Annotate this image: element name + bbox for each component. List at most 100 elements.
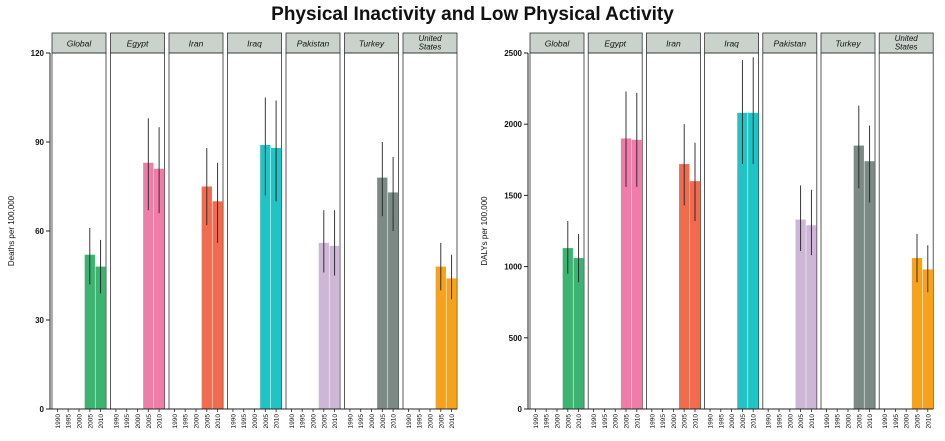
y-tick-label: 1500: [504, 191, 522, 200]
y-axis-label: Deaths per 100,000: [7, 195, 16, 266]
x-tick-label: 1990: [766, 414, 773, 429]
x-tick-label: 2010: [809, 414, 816, 429]
x-tick-label: 1990: [533, 414, 540, 429]
x-tick-label: 2000: [846, 414, 853, 429]
x-tick-label: 1990: [289, 414, 296, 429]
x-tick-label: 1995: [241, 414, 248, 429]
x-tick-label: 1990: [113, 414, 120, 429]
panel-strip-label: Pakistan: [773, 39, 806, 49]
x-tick-label: 2010: [751, 414, 758, 429]
x-tick-label: 2010: [576, 414, 583, 429]
bar: [260, 144, 271, 409]
x-tick-label: 2000: [77, 414, 84, 429]
bar: [864, 161, 875, 409]
chart-2: 0 500 1000 1500 2000 2500 DALYs per 100,000 Glo…: [480, 32, 934, 429]
bar: [689, 181, 701, 409]
bar: [748, 112, 759, 410]
bar: [562, 248, 573, 409]
bar: [795, 219, 806, 409]
panel-strip-label: Global: [545, 39, 571, 49]
x-tick-label: 1995: [544, 414, 551, 429]
bar: [212, 201, 223, 409]
panel-global: Global 1990 1995 2000 2005 2010: [529, 32, 585, 429]
x-tick-label: 1995: [124, 414, 131, 429]
y-axis-label: DALYs per 100,000: [480, 196, 489, 266]
bar: [270, 147, 282, 409]
panel-pakistan: Pakistan 1990 1995 2000 2005 2010: [285, 32, 341, 429]
panel-strip-label: United: [895, 34, 919, 43]
x-tick-label: 2000: [252, 414, 259, 429]
x-tick-label: 1990: [882, 414, 889, 429]
panel-strip-label: Pakistan: [297, 39, 330, 49]
bar: [679, 164, 690, 409]
panel-strip-label: Iran: [666, 39, 681, 49]
x-tick-label: 1990: [172, 414, 179, 429]
x-tick-label: 2000: [787, 414, 794, 429]
x-tick-label: 1995: [183, 414, 190, 429]
y-tick-label: 30: [35, 316, 44, 325]
x-tick-label: 1990: [708, 414, 715, 429]
panel-strip-label: Egypt: [604, 39, 626, 49]
bar: [737, 112, 748, 410]
panel-strip-label: Global: [67, 39, 93, 49]
bar: [95, 266, 106, 409]
x-tick-label: 2005: [380, 414, 387, 429]
x-tick-label: 1990: [591, 414, 598, 429]
bar: [387, 192, 399, 409]
panel-strip-label: Iraq: [247, 39, 262, 49]
x-tick-label: 1995: [893, 414, 900, 429]
x-tick-label: 2005: [204, 414, 211, 429]
x-tick-label: 2005: [146, 414, 153, 429]
x-tick-label: 1990: [406, 414, 413, 429]
y-tick-label: 0: [518, 405, 523, 414]
x-tick-label: 2005: [321, 414, 328, 429]
bar: [143, 162, 154, 409]
x-tick-label: 1995: [602, 414, 609, 429]
bar: [853, 145, 864, 409]
x-tick-label: 1990: [649, 414, 656, 429]
x-tick-label: 2010: [215, 414, 222, 429]
x-tick-label: 2005: [263, 414, 270, 429]
bar: [153, 168, 165, 409]
x-tick-label: 2005: [856, 414, 863, 429]
x-tick-label: 2000: [613, 414, 620, 429]
bar: [377, 177, 388, 409]
panel-strip-label: States: [419, 43, 442, 52]
x-tick-label: 1990: [824, 414, 831, 429]
y-tick-label: 500: [509, 334, 523, 343]
x-tick-label: 2000: [135, 414, 142, 429]
y-tick-label: 2000: [504, 120, 522, 129]
x-tick-label: 1995: [835, 414, 842, 429]
y-tick-label: 90: [35, 138, 44, 147]
x-tick-label: 2000: [555, 414, 562, 429]
x-tick-label: 2005: [87, 414, 94, 429]
panel-strip-label: Turkey: [359, 39, 385, 49]
x-tick-label: 2000: [369, 414, 376, 429]
x-tick-label: 2010: [634, 414, 641, 429]
x-tick-label: 1995: [417, 414, 424, 429]
x-tick-label: 2010: [925, 414, 932, 429]
x-tick-label: 2010: [449, 414, 456, 429]
panel-egypt: Egypt 1990 1995 2000 2005 2010: [587, 32, 643, 429]
panel-strip-label: Iran: [189, 39, 204, 49]
x-tick-label: 1995: [660, 414, 667, 429]
x-tick-label: 1995: [358, 414, 365, 429]
chart-1: 0 30 60 90 120 Deaths per 100,000 Global 1990 19…: [7, 32, 458, 429]
x-tick-label: 1990: [347, 414, 354, 429]
panel-strip-label: Egypt: [127, 39, 149, 49]
panel-strip-label: Iraq: [724, 39, 739, 49]
x-tick-label: 2010: [98, 414, 105, 429]
x-tick-label: 2005: [624, 414, 631, 429]
bar: [435, 266, 446, 409]
bar: [446, 278, 457, 409]
bar: [573, 258, 584, 409]
y-tick-label: 60: [35, 227, 44, 236]
x-tick-label: 2005: [798, 414, 805, 429]
